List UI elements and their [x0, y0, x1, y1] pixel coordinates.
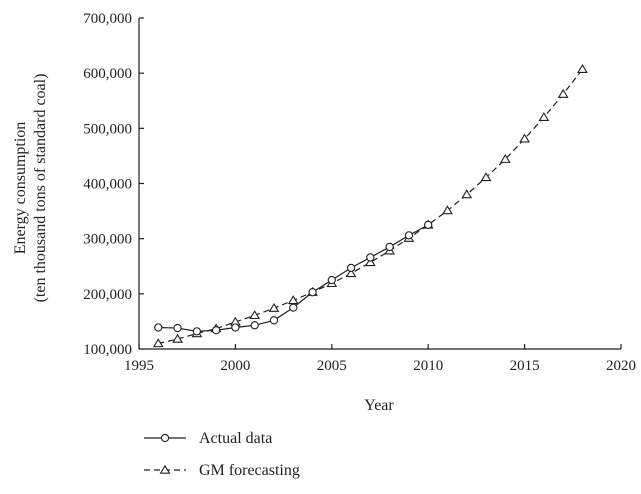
- series-gm-forecasting: [152, 64, 588, 348]
- x-tick-label: 2010: [413, 358, 443, 374]
- x-tick-label: 2005: [317, 358, 347, 374]
- y-tick-label: 300,000: [83, 232, 132, 248]
- y-tick-label: 700,000: [83, 11, 132, 27]
- x-tick-label: 2015: [510, 358, 540, 374]
- data-point: [231, 323, 240, 332]
- series-line: [158, 68, 583, 345]
- data-point: [557, 88, 569, 98]
- data-point: [152, 338, 164, 348]
- legend-label-gm-forecasting: GM forecasting: [199, 462, 300, 479]
- data-point: [345, 268, 357, 278]
- data-point: [173, 323, 182, 333]
- data-point: [192, 327, 201, 336]
- series-line: [158, 224, 429, 332]
- data-point: [424, 220, 433, 230]
- y-axis-title-line-2: (ten thousand tons of standard coal): [32, 74, 49, 303]
- data-point: [538, 112, 550, 121]
- data-point: [250, 321, 259, 330]
- x-tick-label: 2000: [220, 358, 250, 374]
- legend-item-actual-data: Actual data: [144, 430, 272, 447]
- data-point: [249, 310, 261, 320]
- data-point: [461, 189, 473, 199]
- data-point: [287, 295, 299, 305]
- legend-label-actual-data: Actual data: [199, 430, 272, 447]
- series-group: [152, 64, 588, 348]
- data-point: [366, 253, 375, 262]
- y-tick-label: 400,000: [83, 177, 132, 193]
- series-actual-data: [154, 220, 433, 336]
- x-tick-label: 1995: [124, 358, 154, 374]
- data-point: [172, 333, 183, 343]
- data-point: [480, 172, 492, 182]
- y-tick-label: 200,000: [83, 287, 132, 303]
- data-point: [308, 288, 317, 297]
- legend: Actual data GM forecasting: [144, 430, 300, 479]
- y-tick-label: 100,000: [83, 342, 132, 358]
- data-point: [404, 231, 414, 240]
- data-point: [154, 323, 163, 332]
- data-point: [442, 205, 453, 215]
- data-point: [385, 242, 394, 252]
- data-point: [364, 257, 376, 267]
- data-point: [499, 153, 511, 163]
- legend-item-gm-forecasting: GM forecasting: [144, 462, 300, 479]
- axes-group: 100,000 200,000 300,000 400,000 500,000 600,0…: [83, 11, 636, 374]
- y-axis-title-line-1: Energy consumption: [12, 122, 29, 255]
- x-axis-title: Year: [364, 397, 394, 414]
- y-tick-label: 500,000: [83, 121, 132, 137]
- data-point: [211, 326, 221, 335]
- legend-marker: [159, 464, 171, 474]
- y-tick-label: 600,000: [83, 66, 132, 82]
- data-point: [577, 64, 588, 74]
- data-point: [289, 303, 298, 312]
- legend-marker: [160, 433, 170, 443]
- x-tick-label: 2020: [606, 358, 636, 374]
- data-point: [346, 263, 356, 273]
- data-point: [327, 275, 336, 285]
- data-point: [269, 316, 279, 325]
- data-point: [268, 302, 280, 312]
- data-point: [519, 133, 530, 143]
